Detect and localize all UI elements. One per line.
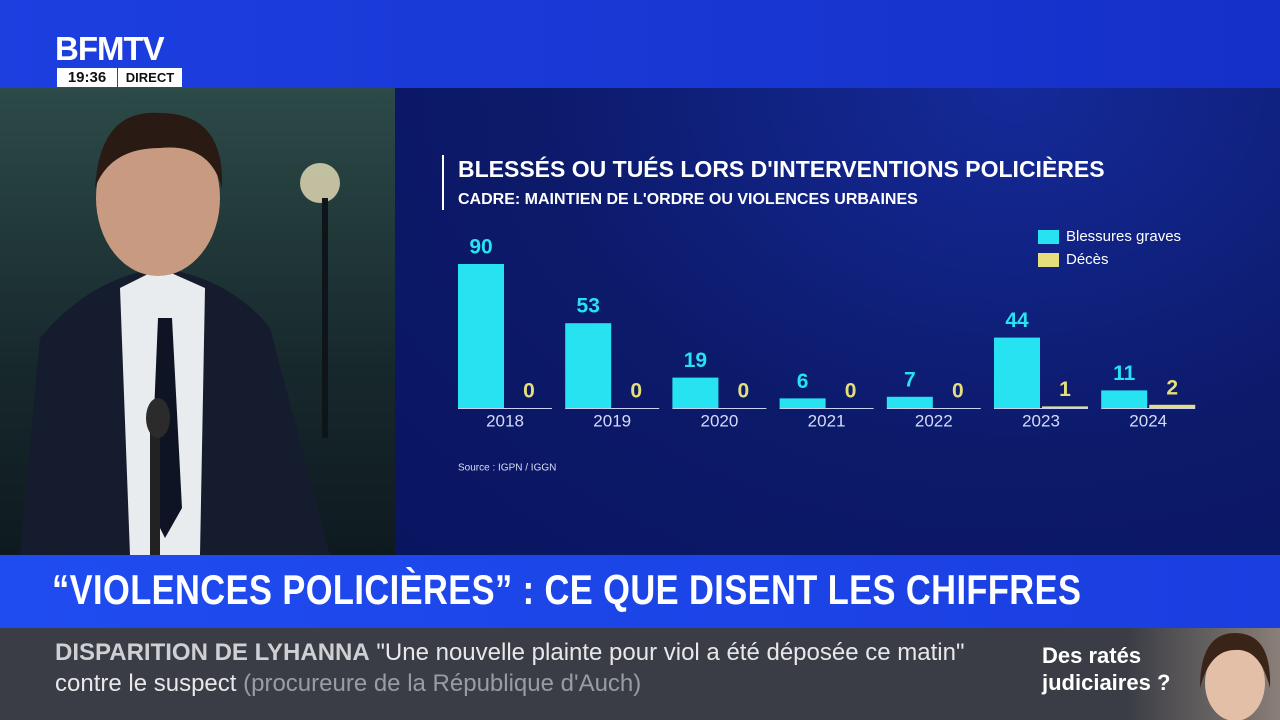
data-label: 44 xyxy=(1005,309,1029,332)
side-photo xyxy=(1200,633,1271,720)
chart-source: Source : IGPN / IGGN xyxy=(458,463,556,474)
ticker-topic: DISPARITION DE LYHANNA xyxy=(55,639,370,666)
ticker-attribution: (procureure de la République d'Auch) xyxy=(243,670,642,697)
bar xyxy=(1042,406,1088,408)
headline-banner xyxy=(0,555,1280,628)
data-label: 11 xyxy=(1113,362,1136,385)
bar xyxy=(1149,404,1196,408)
x-tick-label: 2022 xyxy=(915,411,953,430)
x-tick-label: 2020 xyxy=(700,411,738,430)
data-label: 0 xyxy=(845,380,857,403)
bar xyxy=(672,377,719,408)
chart-panel xyxy=(395,88,1280,555)
x-tick-label: 2018 xyxy=(486,411,524,430)
data-label: 6 xyxy=(797,370,809,393)
data-label: 0 xyxy=(523,380,535,403)
bar xyxy=(565,323,612,408)
bar xyxy=(779,398,826,408)
clock: 19:36 xyxy=(57,68,117,87)
side-box-text: Des ratés judiciaires ? xyxy=(1042,643,1171,695)
ticker-bar xyxy=(0,628,1025,720)
data-label: 0 xyxy=(738,380,750,403)
logo: BFMTV xyxy=(55,30,165,67)
chart-subtitle: CADRE: MAINTIEN DE L'ORDRE OU VIOLENCES … xyxy=(458,191,918,208)
chart-title: BLESSÉS OU TUÉS LORS D'INTERVENTIONS POL… xyxy=(458,155,1105,182)
bar xyxy=(886,396,933,408)
x-tick-label: 2024 xyxy=(1129,411,1167,430)
data-label: 19 xyxy=(684,349,707,372)
ticker-text: DISPARITION DE LYHANNA "Une nouvelle pla… xyxy=(55,637,1005,699)
bar xyxy=(994,337,1040,408)
x-tick-label: 2023 xyxy=(1022,411,1060,430)
data-label: 1 xyxy=(1059,378,1071,401)
x-tick-label: 2019 xyxy=(593,411,631,430)
ticker-quote: "Une nouvelle plainte pour viol a été dé… xyxy=(55,639,965,697)
data-label: 90 xyxy=(469,236,492,259)
bar xyxy=(1101,390,1148,408)
data-label: 7 xyxy=(904,368,916,391)
live-tag: DIRECT xyxy=(118,68,182,87)
legend-swatch xyxy=(1038,253,1059,267)
legend-label: Blessures graves xyxy=(1066,228,1181,245)
x-tick-label: 2021 xyxy=(808,411,846,430)
bar xyxy=(458,264,504,408)
top-bar xyxy=(0,0,1280,88)
data-label: 0 xyxy=(952,380,964,403)
data-label: 2 xyxy=(1166,376,1178,399)
presenter xyxy=(20,112,340,555)
studio-photo xyxy=(0,88,395,555)
data-label: 53 xyxy=(577,295,600,318)
data-label: 0 xyxy=(630,380,642,403)
headline: “VIOLENCES POLICIÈRES” : CE QUE DISENT L… xyxy=(52,566,1082,613)
legend-label: Décès xyxy=(1066,251,1109,268)
legend-swatch xyxy=(1038,230,1059,244)
